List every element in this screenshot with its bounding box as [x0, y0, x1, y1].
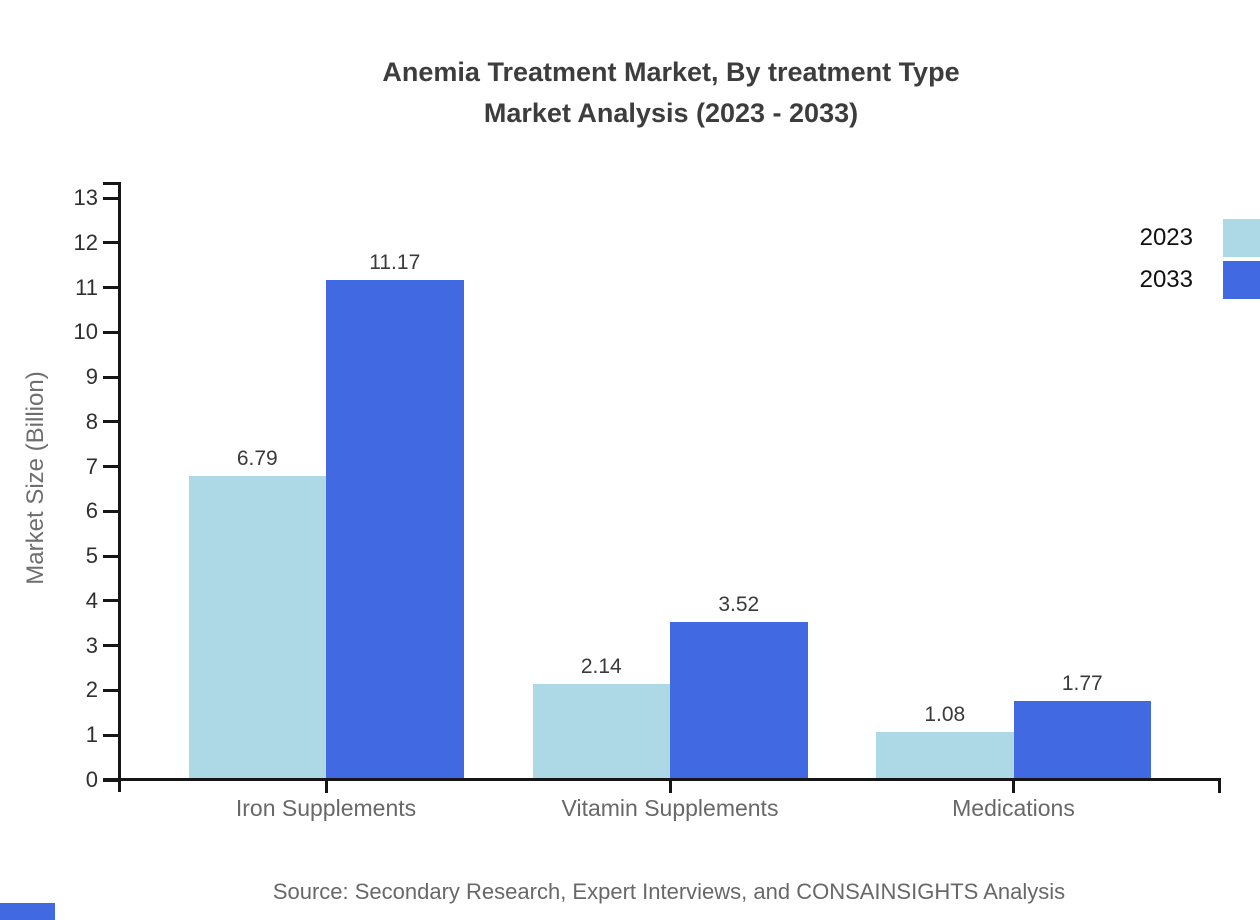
- value-label: 6.79: [236, 447, 278, 471]
- source-note: Source: Secondary Research, Expert Inter…: [272, 879, 1066, 904]
- y-tick: [103, 241, 118, 245]
- y-tick-label: 4: [85, 587, 98, 613]
- y-tick-label: 7: [85, 453, 98, 479]
- y-tick: [103, 330, 118, 334]
- value-label: 3.52: [718, 593, 760, 617]
- y-tick: [103, 644, 118, 648]
- y-tick: [103, 465, 118, 469]
- legend-label: 2023: [1139, 224, 1193, 251]
- y-tick-label: 12: [73, 229, 98, 255]
- y-tick-label: 2: [85, 677, 98, 703]
- y-tick-label: 8: [85, 408, 98, 434]
- x-axis-end-cap: [1218, 781, 1221, 793]
- bar-2023-1: [532, 684, 670, 780]
- y-tick-label: 1: [85, 722, 98, 748]
- y-tick: [103, 196, 118, 200]
- x-tick: [324, 781, 328, 793]
- chart-title-line1: Anemia Treatment Market, By treatment Ty…: [382, 57, 960, 87]
- y-tick: [103, 599, 118, 603]
- y-tick-label: 13: [73, 185, 98, 210]
- value-label: 11.17: [369, 250, 421, 274]
- bar-2033-1: [670, 622, 808, 780]
- y-tick: [103, 778, 118, 782]
- y-tick: [103, 375, 118, 379]
- chart-title-line2: Market Analysis (2023 - 2033): [483, 98, 859, 128]
- y-tick-label: 10: [73, 319, 98, 345]
- x-axis-line: [103, 778, 1221, 781]
- category-label: Medications: [952, 795, 1075, 821]
- bar-2033-0: [326, 279, 464, 780]
- y-tick: [103, 554, 118, 558]
- legend-swatch: [1223, 261, 1260, 299]
- y-tick-label: 0: [85, 767, 98, 792]
- value-label: 2.14: [580, 655, 622, 679]
- y-tick-label: 11: [75, 274, 98, 300]
- chart-title: Anemia Treatment Market, By treatment Ty…: [82, 52, 1260, 134]
- category-label: Iron Supplements: [235, 795, 417, 821]
- y-tick: [103, 733, 118, 737]
- bar-2023-0: [188, 476, 326, 780]
- watermark-block: [0, 903, 55, 920]
- category-label: Vitamin Supplements: [561, 795, 779, 821]
- legend-swatch: [1223, 219, 1260, 257]
- y-tick: [103, 286, 118, 290]
- value-label: 1.08: [924, 702, 966, 726]
- legend-item-2033: 2033: [1100, 261, 1260, 299]
- y-tick-label: 9: [85, 364, 98, 390]
- legend-item-2023: 2023: [1100, 219, 1260, 257]
- y-axis-line: [118, 182, 121, 792]
- bar-2023-2: [876, 731, 1014, 780]
- y-tick: [103, 420, 118, 424]
- x-tick: [1012, 781, 1015, 793]
- y-tick: [103, 688, 118, 692]
- y-tick-label: 5: [85, 543, 98, 569]
- x-tick: [668, 781, 672, 793]
- value-label: 1.77: [1061, 671, 1103, 695]
- y-tick-label: 6: [85, 498, 98, 524]
- legend-label: 2033: [1139, 266, 1193, 293]
- y-tick-label: 3: [85, 632, 98, 658]
- y-tick: [103, 509, 118, 513]
- y-axis-end-cap: [103, 182, 118, 185]
- bar-2033-2: [1013, 700, 1151, 780]
